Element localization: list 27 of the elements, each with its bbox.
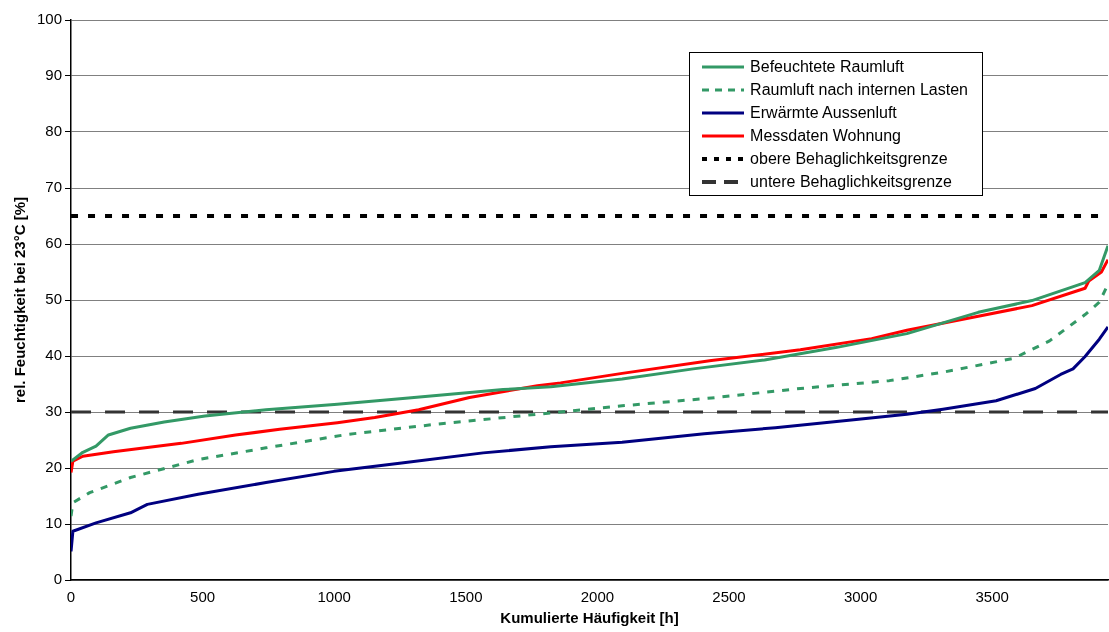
legend-label: Erwärmte Aussenluft [750, 103, 897, 122]
y-tick-label: 0 [53, 570, 63, 588]
y-tick-label: 70 [45, 178, 63, 196]
y-axis-title: rel. Feuchtigkeit bei 23°C [%] [11, 196, 29, 404]
y-tick-label: 100 [37, 10, 63, 28]
y-tick-label: 20 [45, 458, 63, 476]
legend-label: Messdaten Wohnung [750, 126, 901, 145]
x-tick-label: 3500 [975, 588, 1009, 606]
y-tick-label: 40 [45, 346, 63, 364]
y-tick-label: 80 [45, 122, 63, 140]
y-tick-label: 50 [45, 290, 63, 308]
x-tick-label: 3000 [843, 588, 878, 606]
x-tick-label: 1500 [449, 588, 483, 606]
x-tick-label: 500 [190, 588, 216, 606]
y-tick-label: 10 [45, 514, 63, 532]
x-tick-label: 0 [66, 588, 76, 606]
legend-label: untere Behaglichkeitsgrenze [750, 172, 952, 191]
x-axis-title: Kumulierte Häufigkeit [h] [500, 609, 679, 627]
x-tick-label: 2000 [580, 588, 615, 606]
y-tick-label: 30 [45, 402, 63, 420]
legend-label: obere Behaglichkeitsgrenze [750, 149, 948, 168]
x-tick-label: 1000 [317, 588, 351, 606]
y-tick-label: 60 [45, 234, 63, 252]
legend-label: Befeuchtete Raumluft [750, 57, 904, 76]
legend-label: Raumluft nach internen Lasten [750, 80, 968, 99]
x-tick-label: 2500 [712, 588, 746, 606]
y-tick-label: 90 [45, 66, 63, 84]
